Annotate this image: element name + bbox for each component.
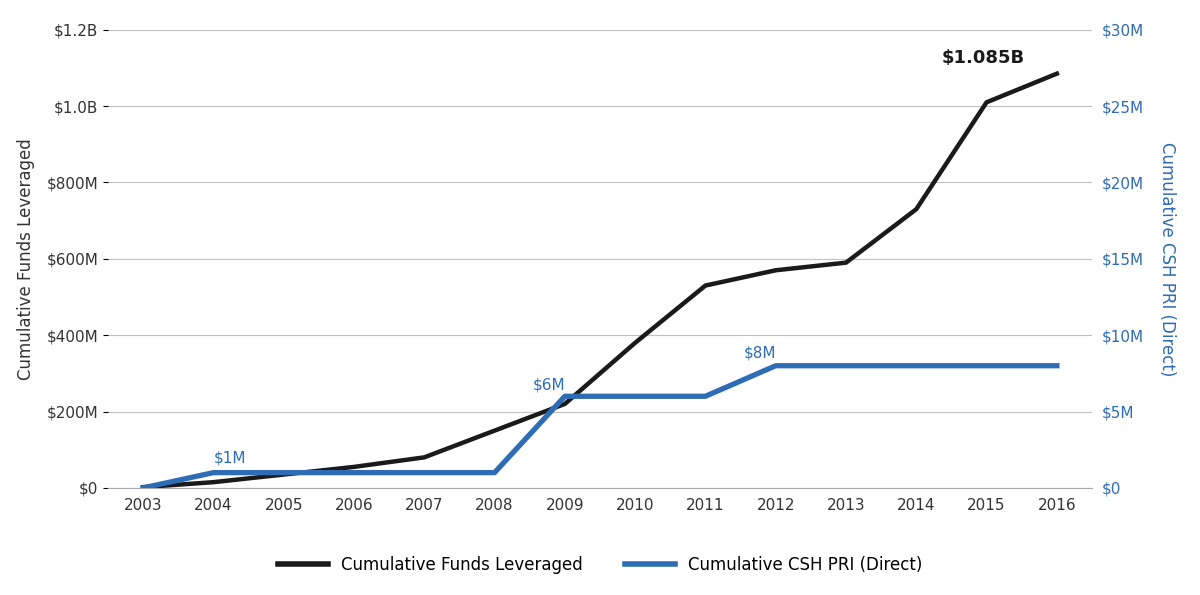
Text: $1M: $1M	[214, 451, 246, 466]
Y-axis label: Cumulative CSH PRI (Direct): Cumulative CSH PRI (Direct)	[1158, 142, 1176, 376]
Y-axis label: Cumulative Funds Leveraged: Cumulative Funds Leveraged	[17, 138, 35, 380]
Text: $6M: $6M	[533, 377, 566, 393]
Legend: Cumulative Funds Leveraged, Cumulative CSH PRI (Direct): Cumulative Funds Leveraged, Cumulative C…	[271, 549, 929, 580]
Text: $1.085B: $1.085B	[942, 49, 1025, 67]
Text: $8M: $8M	[744, 345, 776, 361]
